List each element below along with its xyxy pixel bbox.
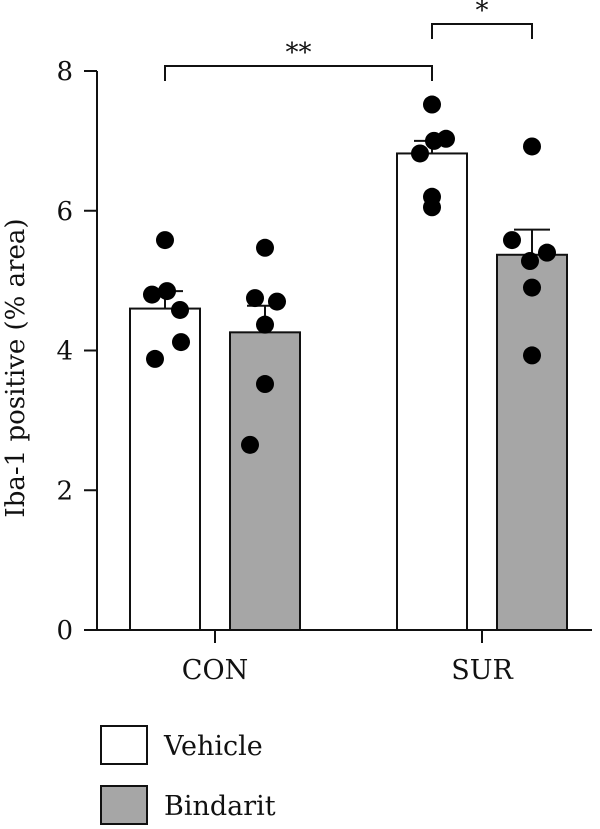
data-point [503,231,521,250]
significance-label: * [476,0,489,26]
points-layer [143,95,556,454]
data-point [256,375,274,394]
bars-layer [129,152,568,632]
y-tick-label: 8 [56,57,73,87]
significance-layer: *** [164,0,533,81]
data-point [411,144,429,163]
legend-label-vehicle: Vehicle [163,731,263,762]
axes-layer: 0 2 4 6 8 CON SUR [56,57,592,686]
legend-label-bindarit: Bindarit [164,791,276,822]
error-bars-layer [147,139,550,333]
y-tick-label: 6 [56,197,73,227]
bar-vehicle-sur [396,152,468,631]
data-point [437,129,455,148]
y-tick-label: 0 [56,616,73,646]
data-point [146,349,164,368]
data-point [423,95,441,114]
data-point [256,315,274,334]
data-point [521,252,539,271]
legend-swatch-vehicle [100,725,148,765]
y-axis-title: Iba-1 positive (% area) [1,218,31,517]
data-point [241,435,259,454]
significance-bracket [431,23,533,39]
y-tick-label: 4 [56,337,73,367]
data-point [172,333,190,352]
bar-vehicle-con [129,307,201,631]
legend: Vehicle Bindarit [100,725,276,825]
y-tick-label: 2 [56,476,73,506]
legend-swatch-bindarit [100,785,148,825]
data-point [256,238,274,257]
data-point [268,292,286,311]
data-point [523,137,541,156]
data-point [538,243,556,262]
data-point [156,231,174,250]
data-point [523,278,541,297]
data-point [523,346,541,365]
x-tick-label-con: CON [182,655,248,686]
data-point [171,300,189,319]
significance-bracket [164,65,433,81]
significance-label: ** [286,38,312,68]
bar-bindarit-sur [496,253,568,632]
data-point [246,289,264,308]
data-point [158,282,176,301]
x-tick-label-sur: SUR [451,655,513,686]
data-point [143,285,161,304]
data-point [423,198,441,217]
